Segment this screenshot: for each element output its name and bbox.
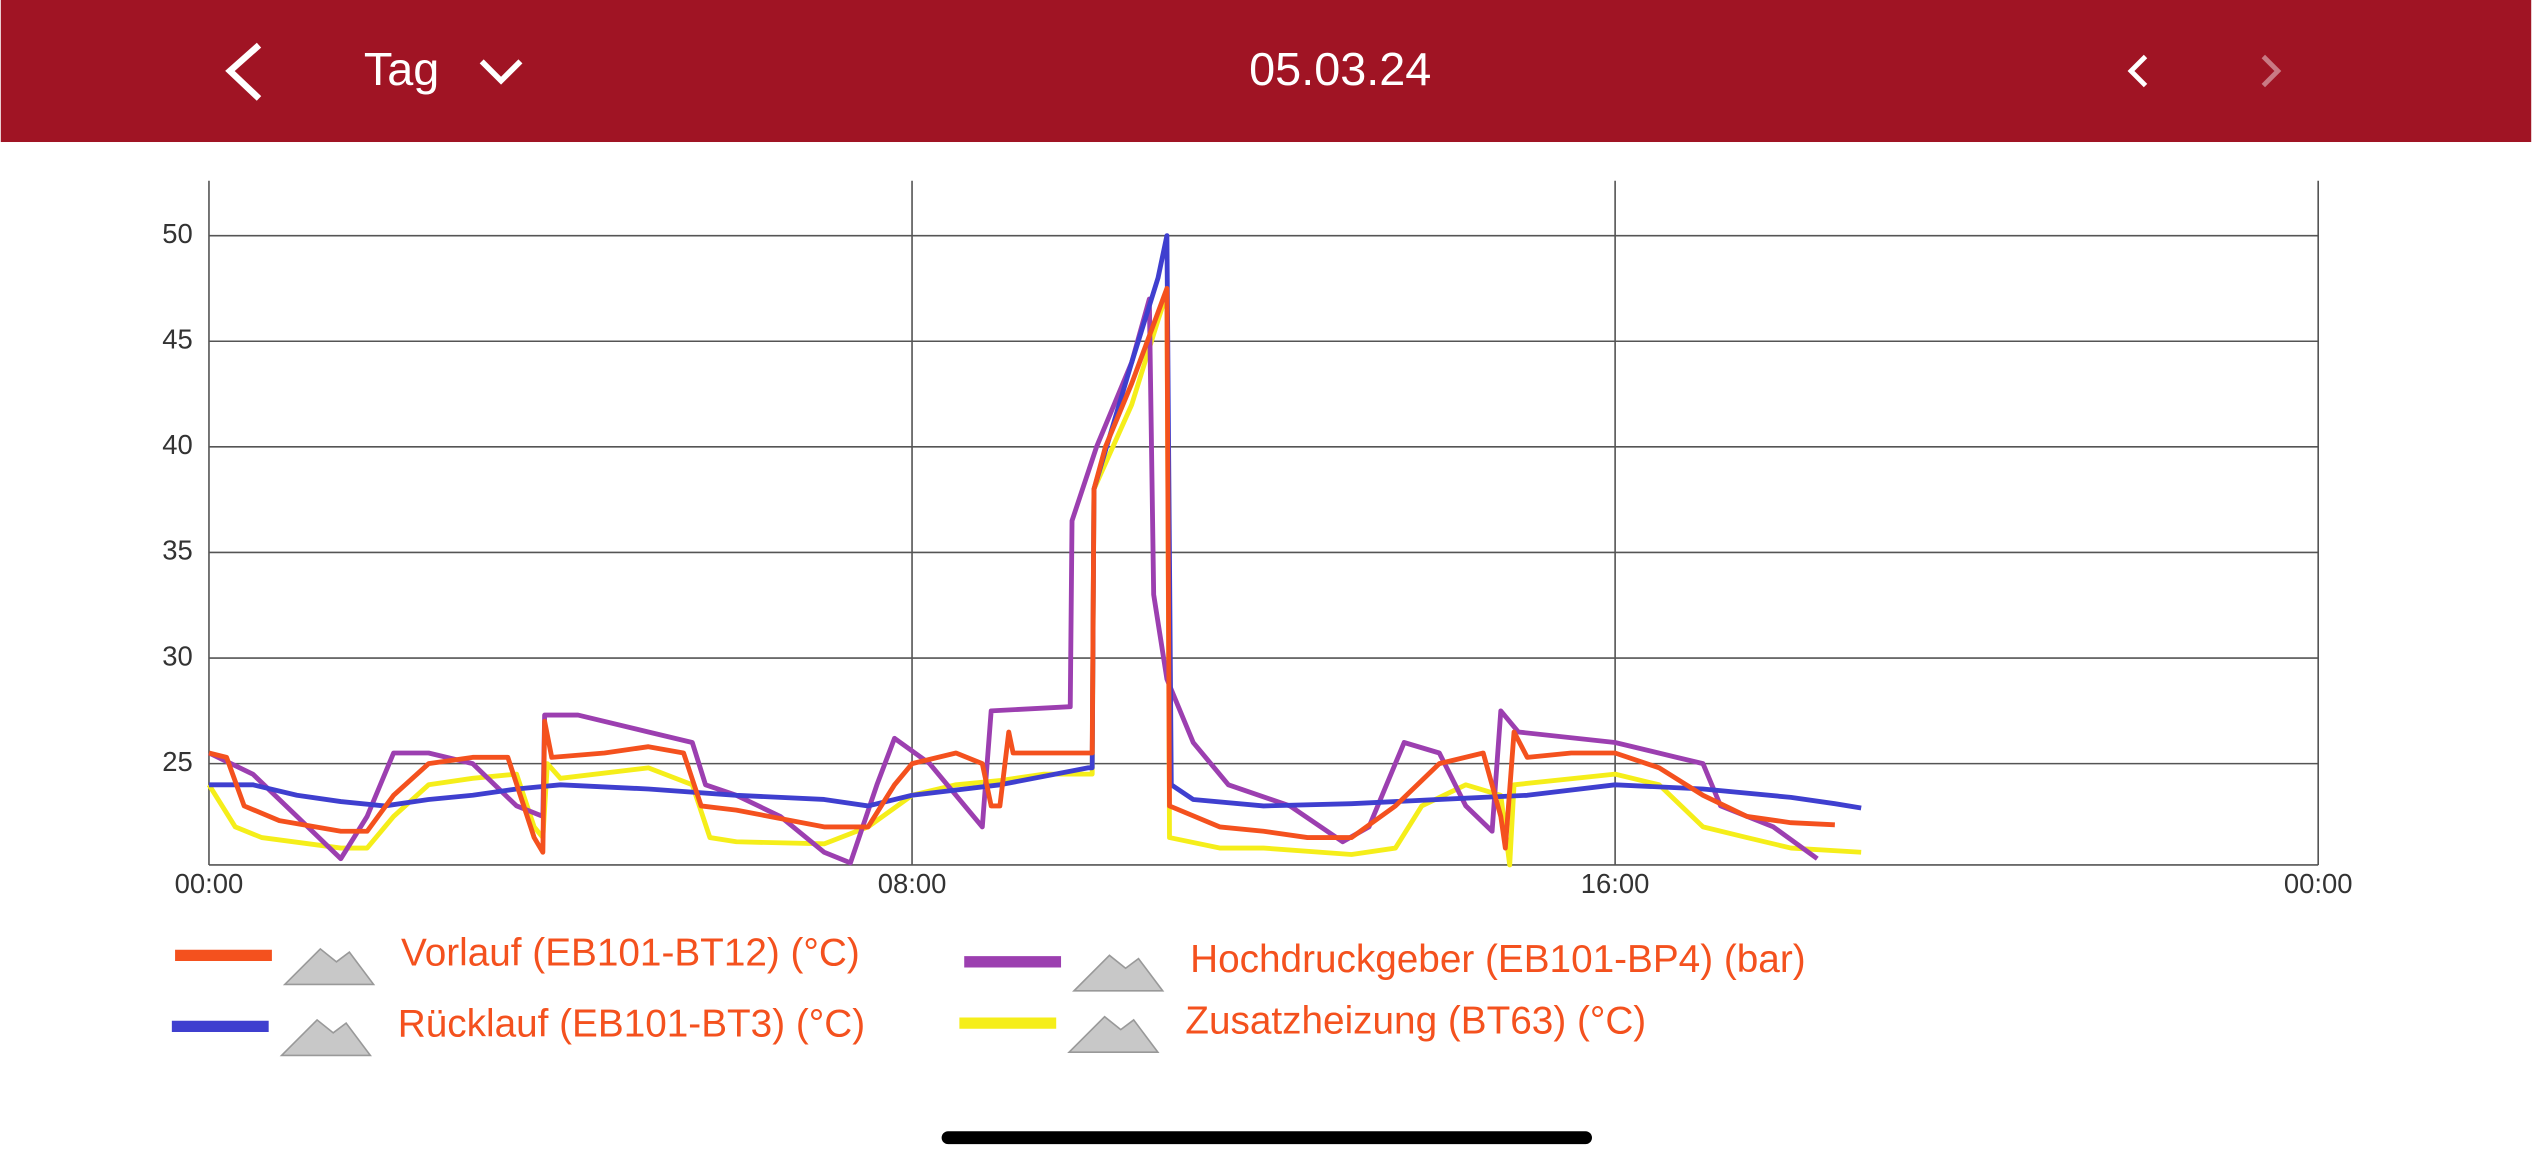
date: 05.03.24 <box>1249 43 1431 95</box>
y-tick-label: 40 <box>162 429 193 460</box>
y-tick-label: 50 <box>162 218 193 249</box>
back-button[interactable] <box>225 42 262 101</box>
x-tick-label: 00:00 <box>175 868 244 899</box>
series-line <box>208 233 1862 811</box>
legend-label: Zusatzheizung (BT63) (°C) <box>1185 999 1646 1042</box>
legend-icon <box>1072 954 1165 992</box>
period-select[interactable]: Tag <box>364 43 439 95</box>
legend-icon <box>282 947 376 986</box>
period-dropdown[interactable] <box>479 59 523 85</box>
prev-day[interactable] <box>2127 54 2148 88</box>
legend-icon <box>1067 1015 1160 1053</box>
y-tick-label: 35 <box>162 535 193 566</box>
x-tick-label: 16:00 <box>1581 868 1650 899</box>
series-line <box>206 290 1862 868</box>
x-tick-label: 08:00 <box>878 868 947 899</box>
y-tick-label: 45 <box>162 323 193 354</box>
legend-label: Vorlauf (EB101-BT12) (°C) <box>401 932 860 975</box>
chart: 25 30 35 40 45 50 00:00 08:00 16:00 00:00 <box>162 180 2353 899</box>
series-line <box>208 285 1835 855</box>
y-tick-label: 30 <box>162 640 193 671</box>
legend: Vorlauf (EB101-BT12) (°C) Rücklauf (EB101… <box>171 932 1806 1057</box>
series-line <box>207 296 1819 866</box>
next-day[interactable] <box>2261 54 2282 88</box>
y-tick-label: 25 <box>162 746 193 777</box>
legend-label: Rücklauf (EB101-BT3) (°C) <box>398 1003 865 1046</box>
x-tick-label: 00:00 <box>2284 868 2353 899</box>
legend-icon <box>279 1018 372 1057</box>
home-indicator <box>941 1131 1592 1145</box>
legend-label: Hochdruckgeber (EB101-BP4) (bar) <box>1190 938 1805 981</box>
header-bar <box>0 0 2532 143</box>
